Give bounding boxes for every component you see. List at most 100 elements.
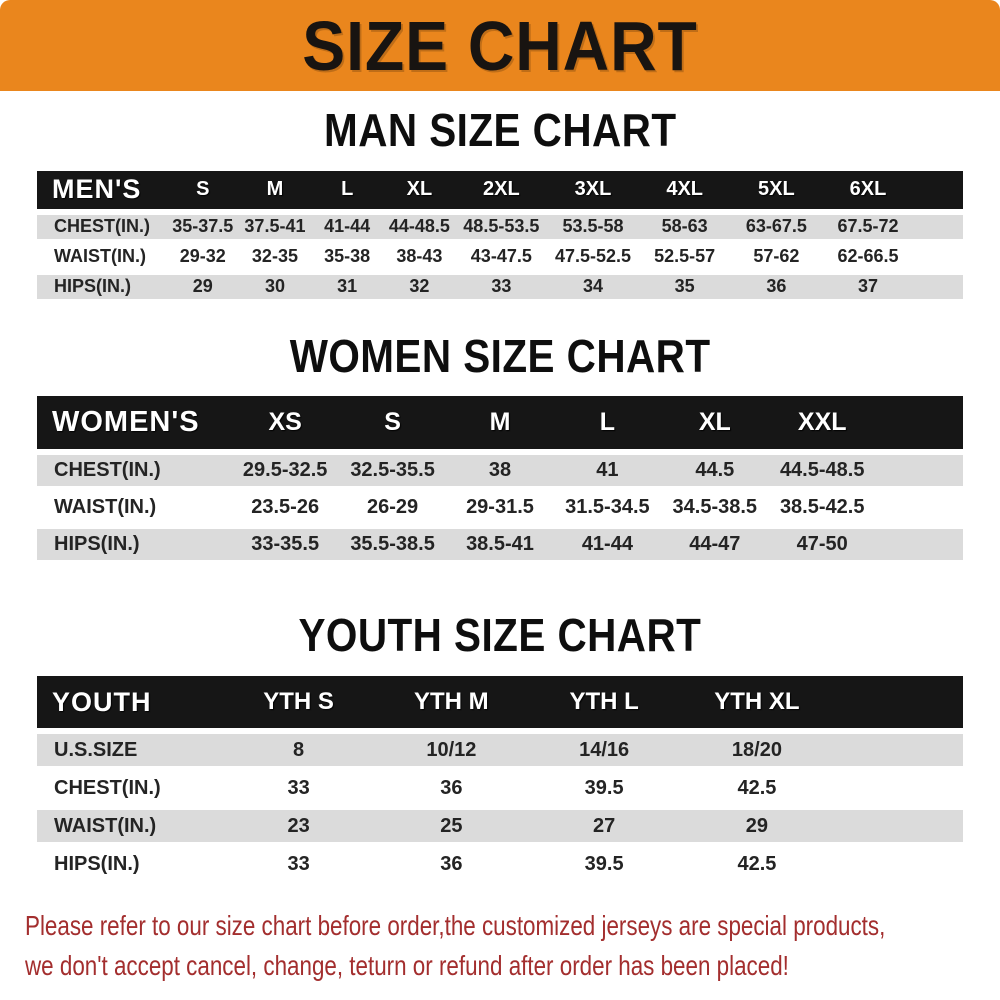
measurement-value: 32 (383, 274, 456, 299)
group-label: WOMEN'S (37, 396, 232, 450)
disclaimer-text: Please refer to our size chart before or… (25, 906, 1000, 986)
youth-table: YOUTH YTH S YTH M YTH L YTH XL U.S.SIZE 8 10/12… (37, 670, 963, 886)
measurement-value: 14/16 (527, 734, 681, 767)
measurement-row: WAIST(IN.) 23.5-26 26-29 29-31.5 31.5-34.5 34… (37, 492, 963, 524)
row-label: HIPS(IN.) (37, 529, 232, 561)
row-label: WAIST(IN.) (37, 810, 223, 843)
measurement-value: 57-62 (730, 244, 823, 269)
row-label: WAIST(IN.) (37, 492, 232, 524)
measurement-value: 38 (446, 455, 554, 487)
measurement-value: 34.5-38.5 (661, 492, 769, 524)
measurement-row: CHEST(IN.) 33 36 39.5 42.5 (37, 772, 963, 805)
measurement-value: 58-63 (638, 214, 731, 239)
row-label: HIPS(IN.) (37, 274, 167, 299)
measurement-value: 48.5-53.5 (455, 214, 548, 239)
row-label: CHEST(IN.) (37, 772, 223, 805)
measurement-value: 38-43 (383, 244, 456, 269)
measurement-value: 42.5 (680, 848, 834, 881)
banner-title: SIZE CHART (302, 6, 698, 85)
spacer-cell (913, 170, 963, 209)
measurement-value: 29-31.5 (446, 492, 554, 524)
section-title: MAN SIZE CHART (323, 104, 677, 156)
measurement-row: HIPS(IN.) 33-35.5 35.5-38.5 38.5-41 41-44 44-… (37, 529, 963, 561)
measurement-value: 31.5-34.5 (553, 492, 662, 524)
row-label: HIPS(IN.) (37, 848, 223, 881)
row-label: WAIST(IN.) (37, 244, 167, 269)
size-column-header: 4XL (638, 170, 731, 209)
spacer-cell (913, 274, 963, 299)
size-column-header: L (311, 170, 384, 209)
measurement-value: 10/12 (374, 734, 528, 767)
spacer-cell (875, 529, 963, 561)
spacer-cell (833, 772, 963, 805)
row-label: CHEST(IN.) (37, 214, 167, 239)
size-column-header: L (553, 396, 662, 450)
measurement-value: 47-50 (768, 529, 876, 561)
measurement-value: 31 (311, 274, 384, 299)
size-chart-banner: SIZE CHART (0, 0, 1000, 91)
measurement-value: 39.5 (527, 772, 681, 805)
measurement-value: 29.5-32.5 (231, 455, 339, 487)
size-column-header: XL (661, 396, 769, 450)
measurement-value: 44-48.5 (383, 214, 456, 239)
row-label: U.S.SIZE (37, 734, 223, 767)
measurement-value: 38.5-42.5 (768, 492, 876, 524)
women-table: WOMEN'S XS S M L XL XXL CHEST(IN.) 29.5-32.5 32.5… (37, 390, 963, 566)
measurement-value: 38.5-41 (446, 529, 554, 561)
measurement-value: 32.5-35.5 (338, 455, 447, 487)
size-column-header: 2XL (455, 170, 548, 209)
measurement-value: 35 (638, 274, 731, 299)
group-label: MEN'S (37, 170, 167, 209)
size-column-header: XL (383, 170, 456, 209)
spacer-cell (913, 214, 963, 239)
measurement-value: 63-67.5 (730, 214, 823, 239)
measurement-value: 33-35.5 (231, 529, 339, 561)
measurement-value: 33 (455, 274, 548, 299)
measurement-value: 30 (238, 274, 312, 299)
section-title: YOUTH SIZE CHART (298, 609, 702, 662)
size-column-header: M (238, 170, 312, 209)
measurement-value: 53.5-58 (547, 214, 639, 239)
size-column-header: XXL (768, 396, 876, 450)
size-column-header: XS (231, 396, 339, 450)
disclaimer-line1: Please refer to our size chart before or… (25, 910, 886, 942)
measurement-value: 44.5 (661, 455, 769, 487)
size-column-header: 6XL (822, 170, 914, 209)
row-label: CHEST(IN.) (37, 455, 232, 487)
size-column-header: 5XL (730, 170, 823, 209)
men-table: MEN'S S M L XL 2XL 3XL 4XL 5XL 6XL CHEST(IN.) 35-37… (37, 165, 963, 305)
measurement-value: 41-44 (553, 529, 662, 561)
disclaimer-line2: we don't accept cancel, change, teturn o… (25, 950, 789, 982)
size-column-header: YTH M (374, 676, 528, 729)
measurement-value: 44-47 (661, 529, 769, 561)
section-title: WOMEN SIZE CHART (289, 329, 711, 382)
men-size-section: MAN SIZE CHART MEN'S S M L XL 2XL 3XL 4XL 5XL 6XL C… (0, 104, 1000, 305)
measurement-value: 27 (527, 810, 681, 843)
measurement-value: 41 (553, 455, 662, 487)
spacer-cell (833, 848, 963, 881)
measurement-value: 33 (222, 848, 375, 881)
measurement-value: 44.5-48.5 (768, 455, 876, 487)
header-row: MEN'S S M L XL 2XL 3XL 4XL 5XL 6XL (37, 170, 963, 209)
measurement-row: CHEST(IN.) 29.5-32.5 32.5-35.5 38 41 44.5 44.5… (37, 455, 963, 487)
group-label: YOUTH (37, 676, 223, 729)
header-row: YOUTH YTH S YTH M YTH L YTH XL (37, 676, 963, 729)
spacer-cell (875, 492, 963, 524)
measurement-value: 62-66.5 (822, 244, 914, 269)
measurement-value: 8 (222, 734, 375, 767)
measurement-value: 29-32 (166, 244, 239, 269)
measurement-value: 36 (730, 274, 823, 299)
measurement-value: 35-38 (311, 244, 384, 269)
measurement-row: HIPS(IN.) 29 30 31 32 33 34 35 36 37 (37, 274, 963, 299)
measurement-value: 37 (822, 274, 914, 299)
measurement-value: 67.5-72 (822, 214, 914, 239)
measurement-row: WAIST(IN.) 23 25 27 29 (37, 810, 963, 843)
measurement-value: 33 (222, 772, 375, 805)
spacer-cell (875, 396, 963, 450)
measurement-value: 39.5 (527, 848, 681, 881)
size-column-header: YTH L (527, 676, 681, 729)
measurement-value: 25 (374, 810, 528, 843)
measurement-value: 26-29 (338, 492, 447, 524)
spacer-cell (833, 810, 963, 843)
